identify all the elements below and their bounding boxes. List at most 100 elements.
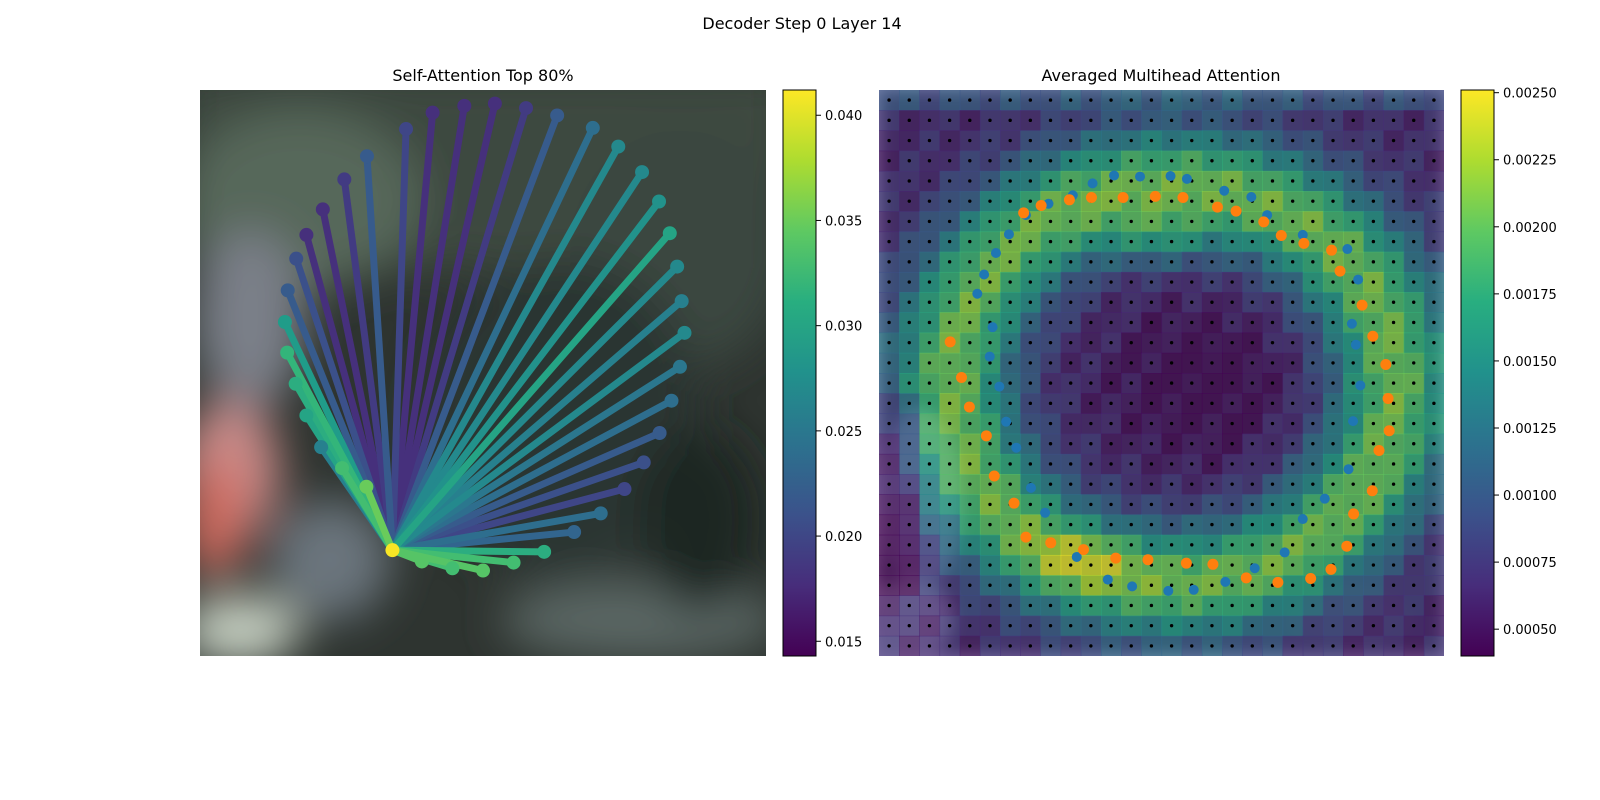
heatmap-grid-dot	[1028, 260, 1033, 264]
heatmap-grid-dot	[1412, 219, 1416, 224]
heatmap-grid-dot	[968, 421, 972, 426]
heatmap-grid-dot	[1290, 118, 1295, 123]
heatmap-grid-dot	[1129, 300, 1133, 304]
heatmap-grid-dot	[1432, 522, 1436, 527]
heatmap-grid-dot	[1149, 361, 1154, 365]
orange-keypoint	[1348, 508, 1360, 520]
heatmap-grid-dot	[1068, 603, 1073, 608]
attention-edge	[391, 546, 484, 574]
heatmap-grid-dot	[947, 179, 952, 183]
attention-edge	[319, 208, 396, 551]
heatmap-grid-dot	[1230, 320, 1234, 325]
heatmap-grid-dot	[947, 260, 952, 264]
heatmap-grid-dot	[1028, 118, 1033, 123]
heatmap-grid-dot	[1068, 482, 1073, 486]
attention-node	[677, 325, 692, 340]
heatmap-grid-dot	[927, 138, 932, 143]
heatmap-grid-dot	[1210, 381, 1214, 385]
heatmap-grid-dot	[1230, 138, 1234, 143]
heatmap-grid-dot	[1331, 118, 1335, 123]
heatmap-grid-dot	[968, 320, 972, 325]
heatmap-grid-dot	[1210, 623, 1214, 628]
heatmap-grid-dot	[1129, 320, 1133, 325]
heatmap-grid-dot	[1391, 239, 1396, 244]
heatmap-grid-dot	[927, 260, 932, 264]
heatmap-grid-dot	[1391, 421, 1396, 426]
heatmap-grid-dot	[1129, 603, 1133, 608]
heatmap-grid-dot	[887, 118, 891, 123]
heatmap-grid-dot	[1089, 623, 1093, 628]
heatmap-grid-dot	[1169, 563, 1174, 567]
blue-keypoint	[1071, 551, 1082, 562]
heatmap-grid-dot	[1109, 320, 1113, 325]
heatmap-grid-dot	[1028, 138, 1033, 143]
heatmap-grid-dot	[1169, 401, 1174, 406]
heatmap-grid-dot	[1129, 401, 1133, 406]
heatmap-grid-dot	[907, 442, 911, 446]
heatmap-grid-dot	[1008, 361, 1012, 365]
heatmap-grid-dot	[1331, 159, 1335, 163]
heatmap-grid-dot	[1432, 300, 1436, 304]
attention-node	[277, 315, 292, 330]
heatmap-grid-dot	[1068, 118, 1073, 123]
heatmap-grid-dot	[1149, 118, 1154, 123]
heatmap-grid-dot	[1290, 159, 1295, 163]
heatmap-grid-dot	[1230, 563, 1234, 567]
heatmap-grid-dot	[1331, 199, 1335, 203]
heatmap-grid-dot	[1210, 199, 1214, 203]
heatmap-grid-dot	[1129, 340, 1133, 345]
heatmap-grid-dot	[1432, 179, 1436, 183]
self-attention-title: Self-Attention Top 80%	[392, 66, 573, 85]
heatmap-grid-dot	[1290, 583, 1295, 587]
heatmap-grid-dot	[1331, 543, 1335, 547]
attention-edge	[390, 330, 687, 553]
blue-keypoint	[1249, 563, 1260, 574]
heatmap-grid-dot	[1290, 239, 1295, 244]
heatmap-grid-dot	[1089, 361, 1093, 365]
heatmap-grid-dot	[947, 421, 952, 426]
heatmap-grid-dot	[1129, 381, 1133, 385]
heatmap-grid-dot	[1331, 381, 1335, 385]
heatmap-grid-dot	[1169, 260, 1174, 264]
heatmap-grid-dot	[968, 543, 972, 547]
orange-keypoint	[1110, 552, 1122, 564]
heatmap-grid-dot	[1290, 543, 1295, 547]
heatmap-grid-dot	[1169, 442, 1174, 446]
heatmap-grid-dot	[1190, 502, 1194, 507]
heatmap-grid-dot	[1008, 138, 1012, 143]
heatmap-grid-dot	[1371, 320, 1376, 325]
heatmap-grid-dot	[1048, 320, 1053, 325]
heatmap-grid-dot	[887, 199, 891, 203]
heatmap-grid-dot	[1371, 462, 1376, 466]
heatmap-grid-dot	[1230, 401, 1234, 406]
heatmap-grid-dot	[1089, 644, 1093, 648]
heatmap-grid-dot	[1270, 138, 1275, 143]
heatmap-grid-dot	[1351, 644, 1355, 648]
orange-keypoint	[1334, 265, 1346, 277]
heatmap-grid-dot	[1068, 138, 1073, 143]
heatmap-grid-dot	[947, 300, 952, 304]
heatmap-grid-dot	[1412, 462, 1416, 466]
heatmap-grid-dot	[1311, 138, 1315, 143]
heatmap-grid-dot	[907, 421, 911, 426]
heatmap-grid-dot	[887, 320, 891, 325]
attention-edge	[389, 126, 596, 552]
heatmap-grid-dot	[1311, 522, 1315, 527]
attention-edge	[390, 298, 684, 553]
heatmap-grid-dot	[1068, 260, 1073, 264]
heatmap-grid-dot	[1210, 583, 1214, 587]
heatmap-grid-dot	[1169, 280, 1174, 284]
heatmap-grid-dot	[947, 522, 952, 527]
heatmap-grid-dot	[1068, 401, 1073, 406]
heatmap-grid-dot	[927, 623, 932, 628]
orange-keypoint	[1373, 445, 1385, 457]
heatmap-grid-dot	[1109, 543, 1113, 547]
heatmap-grid-dot	[1048, 239, 1053, 244]
heatmap-grid-dot	[1008, 340, 1012, 345]
heatmap-grid-dot	[1311, 502, 1315, 507]
orange-keypoint	[1298, 237, 1310, 249]
attention-node	[487, 96, 502, 111]
heatmap-grid-dot	[1068, 179, 1073, 183]
heatmap-grid-dot	[1169, 603, 1174, 608]
heatmap-grid-dot	[968, 239, 972, 244]
